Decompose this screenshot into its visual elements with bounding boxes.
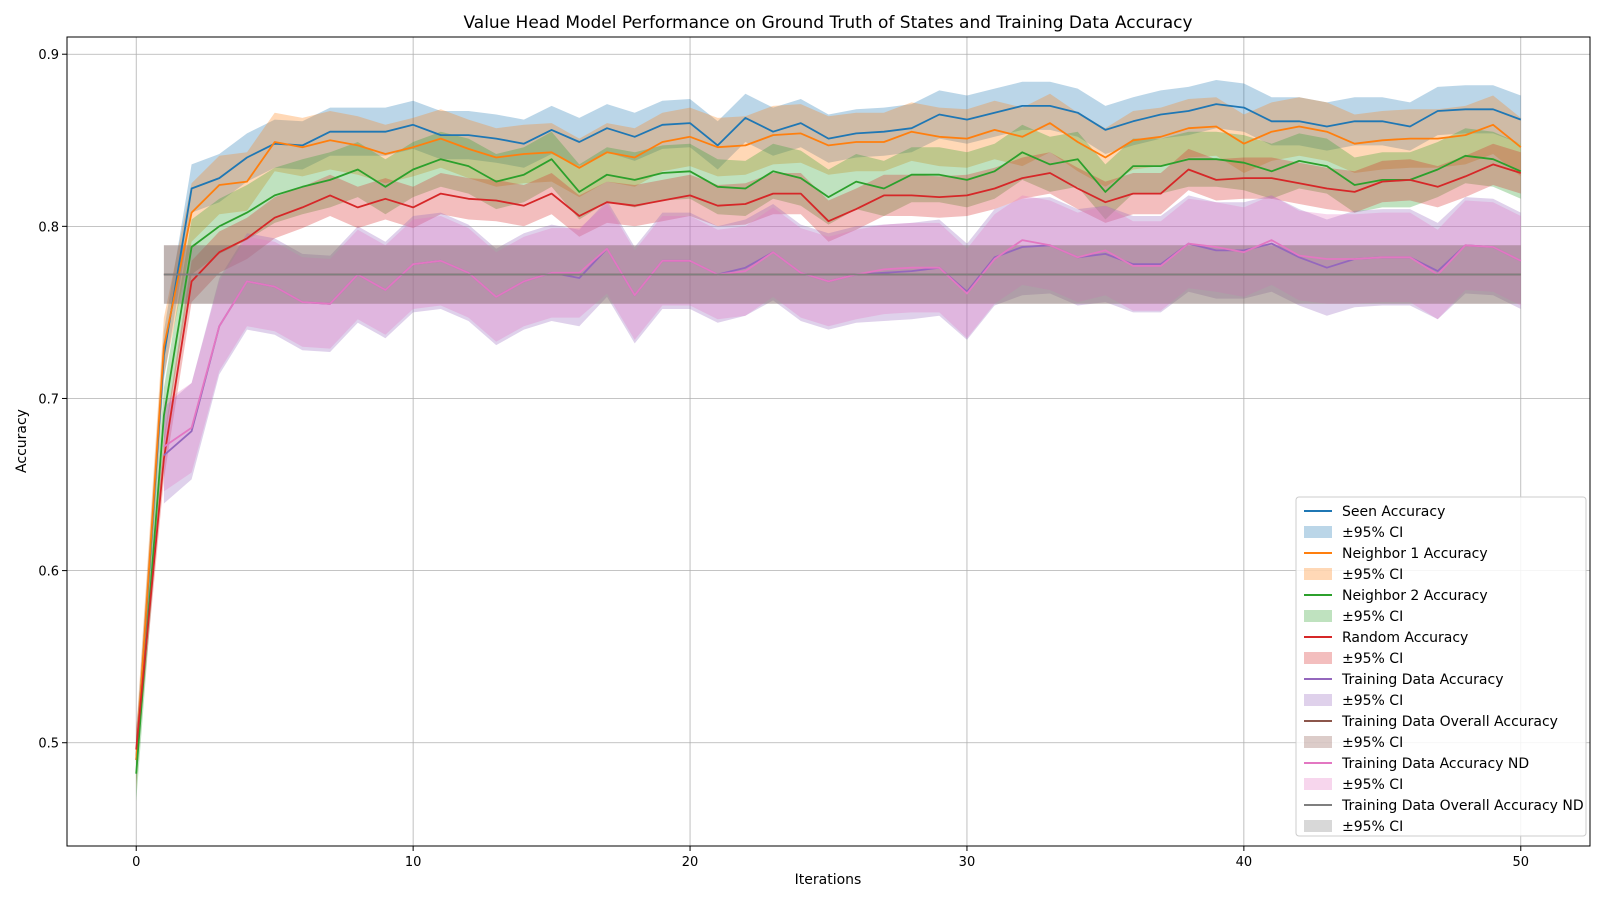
x-axis-label: Iterations [795,872,862,888]
legend: Seen Accuracy ±95% CI Neighbor 1 Accuracy ±… [1295,496,1587,837]
series-lines [135,103,1522,774]
legend-band-swatch [1304,778,1332,790]
legend-band-swatch [1304,526,1332,538]
chart-title: Value Head Model Performance on Ground T… [463,13,1192,33]
y-tick-label: 0.9 [38,48,59,63]
legend-label: Seen Accuracy [1342,504,1445,520]
legend-band-swatch [1304,736,1332,748]
x-tick-label: 40 [1236,855,1253,870]
axis-ticks: 0 10 20 30 40 50 0.5 0.6 0.7 0.8 0.9 [38,48,1529,870]
legend-label: Neighbor 1 Accuracy [1342,546,1488,562]
x-tick-label: 20 [682,855,699,870]
x-tick-label: 10 [405,855,422,870]
legend-label: Neighbor 2 Accuracy [1342,588,1488,604]
legend-label: Training Data Accuracy [1341,672,1504,688]
legend-ci-label: ±95% CI [1342,777,1403,793]
y-tick-label: 0.5 [38,737,59,752]
legend-band-swatch [1304,694,1332,706]
series-line-2 [135,151,1522,774]
legend-ci-label: ±95% CI [1342,609,1403,625]
legend-band-swatch [1304,610,1332,622]
ci-band-4 [163,195,1521,504]
plot-frame [66,36,1591,847]
legend-band-swatch [1304,568,1332,580]
y-axis-label: Accuracy [14,409,30,473]
legend-label: Random Accuracy [1342,630,1468,646]
ci-band-2 [136,124,1521,802]
legend-label: Training Data Overall Accuracy [1341,714,1558,730]
ci-band-1 [136,93,1521,790]
x-tick-label: 50 [1512,855,1529,870]
x-tick-label: 0 [132,855,140,870]
x-tick-label: 30 [959,855,976,870]
legend-ci-label: ±95% CI [1342,693,1403,709]
confidence-bands [136,80,1521,802]
legend-band-swatch [1304,652,1332,664]
ci-band-0 [136,80,1521,784]
ci-band-6 [163,195,1521,492]
legend-ci-label: ±95% CI [1342,819,1403,835]
y-tick-label: 0.8 [38,220,59,235]
legend-ci-label: ±95% CI [1342,567,1403,583]
legend-label: Training Data Overall Accuracy ND [1341,798,1584,814]
y-tick-label: 0.6 [38,565,59,580]
series-line-6 [163,239,1522,448]
legend-ci-label: ±95% CI [1342,525,1403,541]
legend-box [1295,496,1587,837]
legend-ci-label: ±95% CI [1342,651,1403,667]
legend-label: Training Data Accuracy ND [1341,756,1529,772]
series-line-1 [135,122,1522,760]
series-line-3 [135,163,1522,750]
y-tick-label: 0.7 [38,392,59,407]
series-line-0 [135,103,1522,760]
ci-band-3 [136,143,1521,771]
legend-ci-label: ±95% CI [1342,735,1403,751]
legend-band-swatch [1304,820,1332,832]
